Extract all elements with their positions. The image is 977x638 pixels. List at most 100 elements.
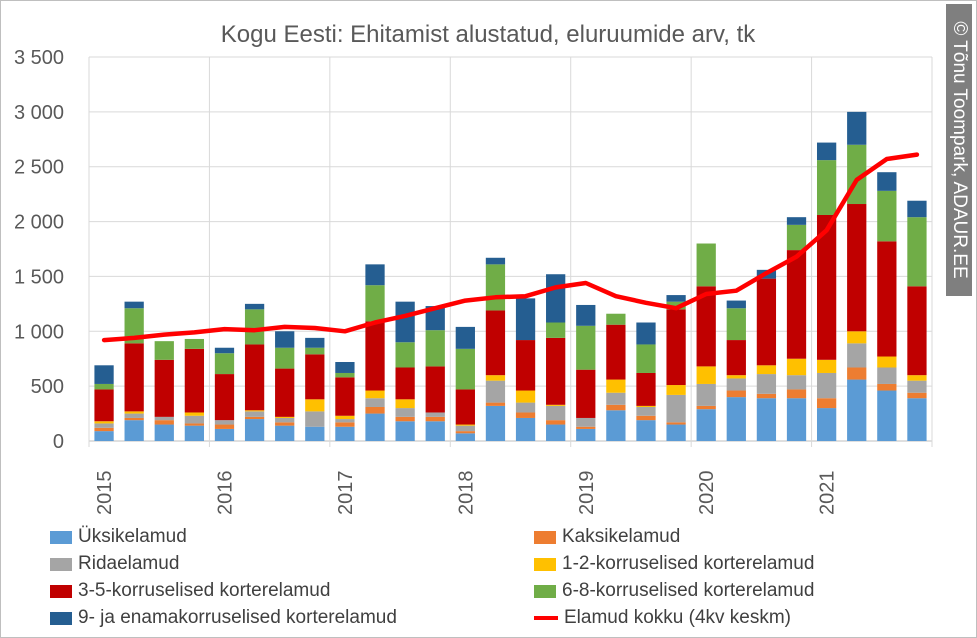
bar-segment: [606, 392, 626, 405]
bar-segment: [335, 372, 355, 378]
bar-segment: [786, 250, 807, 359]
bar-segment: [184, 338, 205, 349]
bar-segment: [305, 337, 325, 348]
bar-segment: [214, 374, 235, 421]
bar-segment: [425, 412, 445, 417]
bar-segment: [636, 405, 656, 407]
y-tick-label: 500: [31, 376, 64, 398]
bar-segment: [515, 412, 536, 418]
bar-segment: [395, 408, 415, 417]
bar-segment: [214, 420, 235, 425]
bar-segment: [214, 347, 235, 354]
bar-segment: [546, 274, 566, 323]
legend-label: Ridaelamud: [78, 553, 180, 574]
bar-segment: [847, 111, 867, 145]
bar-segment: [305, 411, 325, 427]
bar-segment: [275, 331, 295, 348]
bar-segment: [124, 343, 144, 412]
bar-segment: [455, 326, 475, 349]
bar-segment: [907, 200, 927, 218]
credit-box: [946, 4, 972, 296]
legend-item: 1-2-korruselised korterelamud: [534, 551, 814, 577]
legend-item: Elamud kokku (4kv keskm): [534, 605, 791, 631]
bar-segment: [275, 425, 295, 441]
bar-segment: [94, 383, 114, 390]
bar-segment: [546, 337, 566, 405]
bar-segment: [816, 160, 837, 215]
bar-segment: [907, 217, 927, 287]
legend-label: Kaksikelamud: [562, 526, 681, 547]
y-tick-label: 2 000: [14, 212, 64, 234]
bar-segment: [154, 416, 174, 421]
bar-segment: [515, 298, 536, 341]
legend-swatch: [50, 611, 72, 625]
x-year-label: 2015: [94, 471, 116, 516]
bar-segment: [666, 309, 686, 386]
x-year-label: 2021: [817, 471, 839, 516]
bar-segment: [124, 420, 144, 441]
legend-swatch: [50, 557, 72, 571]
bar-segment: [365, 321, 385, 391]
bar-segment: [847, 343, 867, 368]
legend-item: Ridaelamud: [50, 551, 179, 577]
legend-item: Üksikelamud: [50, 524, 187, 550]
bar-segment: [907, 286, 927, 376]
bar-segment: [214, 424, 235, 429]
bar-segment: [786, 375, 807, 390]
bar-segment: [335, 426, 355, 441]
bar-segment: [184, 425, 205, 441]
bar-segment: [696, 383, 716, 406]
bar-segment: [816, 408, 837, 441]
stacked-bars: [94, 111, 927, 441]
bar-segment: [94, 427, 114, 432]
bar-segment: [244, 419, 265, 441]
bar-segment: [907, 375, 927, 381]
bar-segment: [726, 340, 746, 376]
bar-segment: [546, 420, 566, 425]
credit-text: © Tõnu Toompark, ADAUR.EE: [949, 21, 970, 279]
bar-segment: [546, 404, 566, 406]
bar-segment: [786, 224, 807, 251]
bar-segment: [124, 411, 144, 414]
bar-segment: [244, 410, 265, 412]
bar-segment: [485, 405, 506, 441]
bar-segment: [666, 385, 686, 395]
legend-swatch: [534, 557, 556, 571]
x-year-label: 2017: [335, 471, 357, 516]
bar-segment: [335, 362, 355, 373]
legend-item: 3-5-korruselised korterelamud: [50, 578, 330, 604]
bar-segment: [786, 217, 807, 225]
bar-segment: [124, 308, 144, 344]
bar-segment: [726, 308, 746, 341]
bar-segment: [124, 413, 144, 418]
bar-segment: [606, 379, 626, 393]
bar-segment: [666, 295, 686, 302]
bar-segment: [335, 377, 355, 416]
bar-segment: [365, 390, 385, 399]
legend-item: 9- ja enamakorruselised korterelamud: [50, 605, 397, 631]
bar-segment: [244, 309, 265, 345]
bar-segment: [395, 367, 415, 400]
bar-segment: [877, 190, 897, 242]
bar-segment: [786, 389, 807, 399]
bar-segment: [184, 412, 205, 416]
bar-segment: [244, 411, 265, 417]
legend-label: Üksikelamud: [78, 526, 187, 547]
bar-segment: [184, 348, 205, 413]
bar-segment: [425, 416, 445, 422]
bar-segment: [305, 399, 325, 412]
bar-segment: [395, 342, 415, 368]
bar-segment: [485, 375, 506, 381]
y-tick-label: 2 500: [14, 157, 64, 179]
bar-segment: [425, 330, 445, 367]
bar-segment: [546, 322, 566, 338]
bar-segment: [154, 359, 174, 417]
bar-segment: [244, 303, 265, 310]
bar-segment: [455, 348, 475, 390]
bar-segment: [485, 380, 506, 403]
bar-segment: [395, 416, 415, 422]
bar-segment: [666, 424, 686, 441]
legend-item: Kaksikelamud: [534, 524, 680, 550]
bar-segment: [455, 424, 475, 426]
bar-segment: [305, 354, 325, 400]
